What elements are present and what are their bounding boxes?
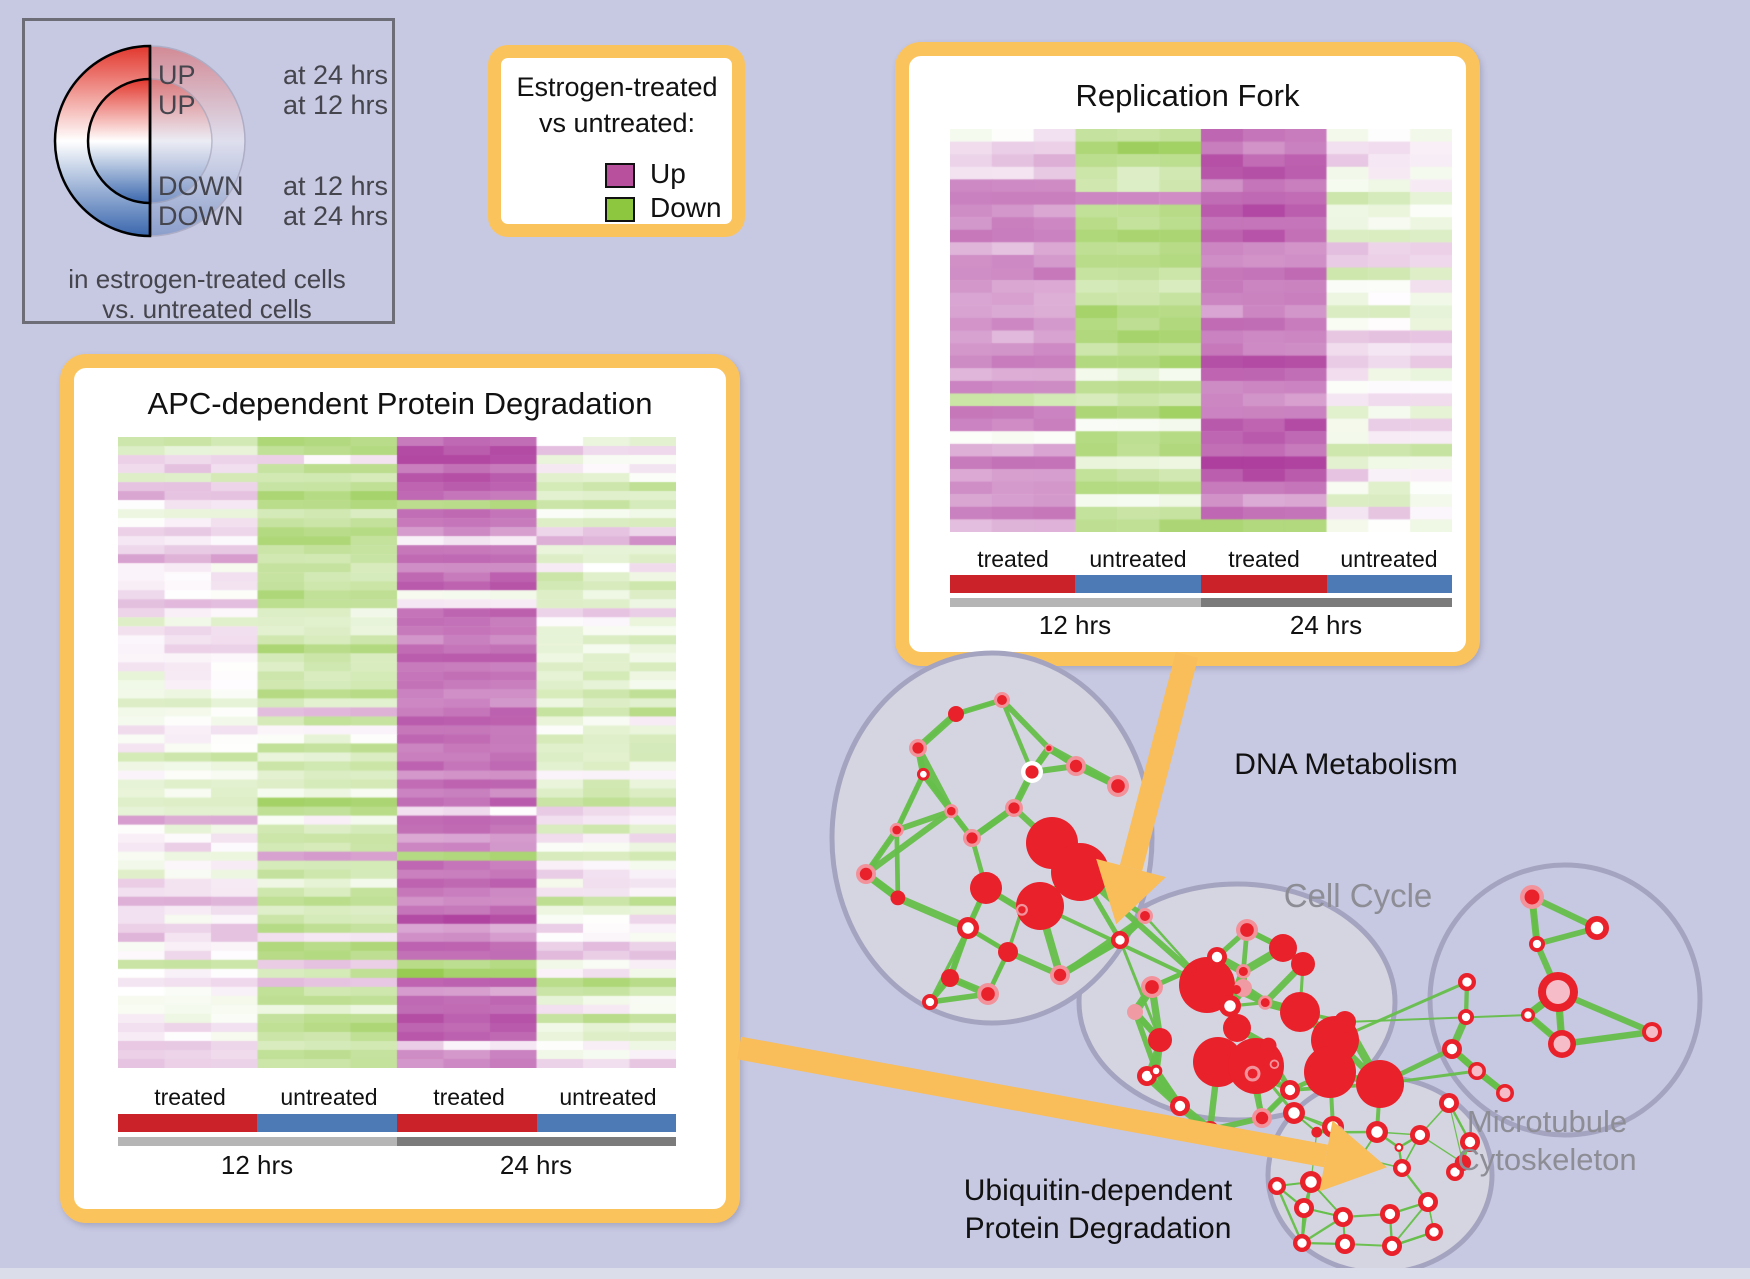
updown-direction-label: DOWN (158, 171, 244, 201)
rf-treated-bar-12h (950, 575, 1075, 593)
updown-time-label: at 12 hrs (282, 171, 388, 201)
apc-group-label: treated (154, 1084, 226, 1110)
apc-time-label-24h: 24 hrs (499, 1150, 573, 1180)
apc-group-label: treated (433, 1084, 505, 1110)
updown-time-label: at 24 hrs (282, 60, 388, 90)
microtubule-cluster-label-line2: Cytoskeleton (1457, 1142, 1637, 1177)
up-color-swatch (605, 163, 635, 188)
updown-direction-label: DOWN (158, 201, 244, 231)
rf-time-label-24h: 24 hrs (1289, 610, 1363, 640)
updown-caption-line2: vs. untreated cells (102, 294, 312, 324)
updown-direction-label: UP (158, 60, 196, 90)
updown-caption-line1: in estrogen-treated cells (68, 264, 346, 294)
apc-heatmap (118, 437, 676, 1068)
apc-24h-gray-bar (397, 1137, 676, 1146)
apc-treated-bar-24h (397, 1114, 537, 1132)
replication-fork-title: Replication Fork (1075, 78, 1300, 113)
up-label: Up (650, 158, 686, 189)
rf-24h-gray-bar (1201, 598, 1452, 607)
apc-12h-gray-bar (118, 1137, 397, 1146)
ubiquitin-cluster-label-line2: Protein Degradation (964, 1212, 1232, 1245)
apc-group-label: untreated (559, 1084, 657, 1110)
ubiquitin-cluster-label-line1: Ubiquitin-dependent (963, 1174, 1233, 1207)
rf-group-label: untreated (1340, 546, 1438, 572)
rf-time-label-12h: 12 hrs (1038, 610, 1112, 640)
cell-cycle-cluster-label: Cell Cycle (1283, 877, 1433, 914)
rf-group-label: treated (1228, 546, 1300, 572)
updown-time-label: at 12 hrs (282, 90, 388, 120)
apc-treated-bar-12h (118, 1114, 257, 1132)
down-label: Down (650, 192, 722, 223)
estrogen-legend-title-line1: Estrogen-treated (516, 72, 718, 102)
rf-group-label: untreated (1089, 546, 1187, 572)
rf-group-label: treated (977, 546, 1049, 572)
apc-time-label-12h: 12 hrs (220, 1150, 294, 1180)
apc-untreated-bar-12h (257, 1114, 397, 1132)
apc-untreated-bar-24h (537, 1114, 676, 1132)
rf-untreated-bar-24h (1327, 575, 1452, 593)
rf-treated-bar-24h (1201, 575, 1327, 593)
updown-direction-label: UP (158, 90, 196, 120)
updown-time-label: at 24 hrs (282, 201, 388, 231)
dna-metabolism-cluster-label: DNA Metabolism (1234, 748, 1458, 781)
microtubule-cluster-label-line1: Microtubule (1466, 1104, 1628, 1139)
replication-fork-heatmap (950, 129, 1452, 532)
apc-group-label: untreated (280, 1084, 378, 1110)
figure-bottom-strip (0, 1268, 1750, 1279)
apc-title: APC-dependent Protein Degradation (147, 386, 653, 421)
updown-legend-box (22, 18, 395, 324)
down-color-swatch (605, 197, 635, 222)
rf-12h-gray-bar (950, 598, 1201, 607)
rf-untreated-bar-12h (1075, 575, 1201, 593)
estrogen-legend-title-line2: vs untreated: (538, 108, 696, 138)
